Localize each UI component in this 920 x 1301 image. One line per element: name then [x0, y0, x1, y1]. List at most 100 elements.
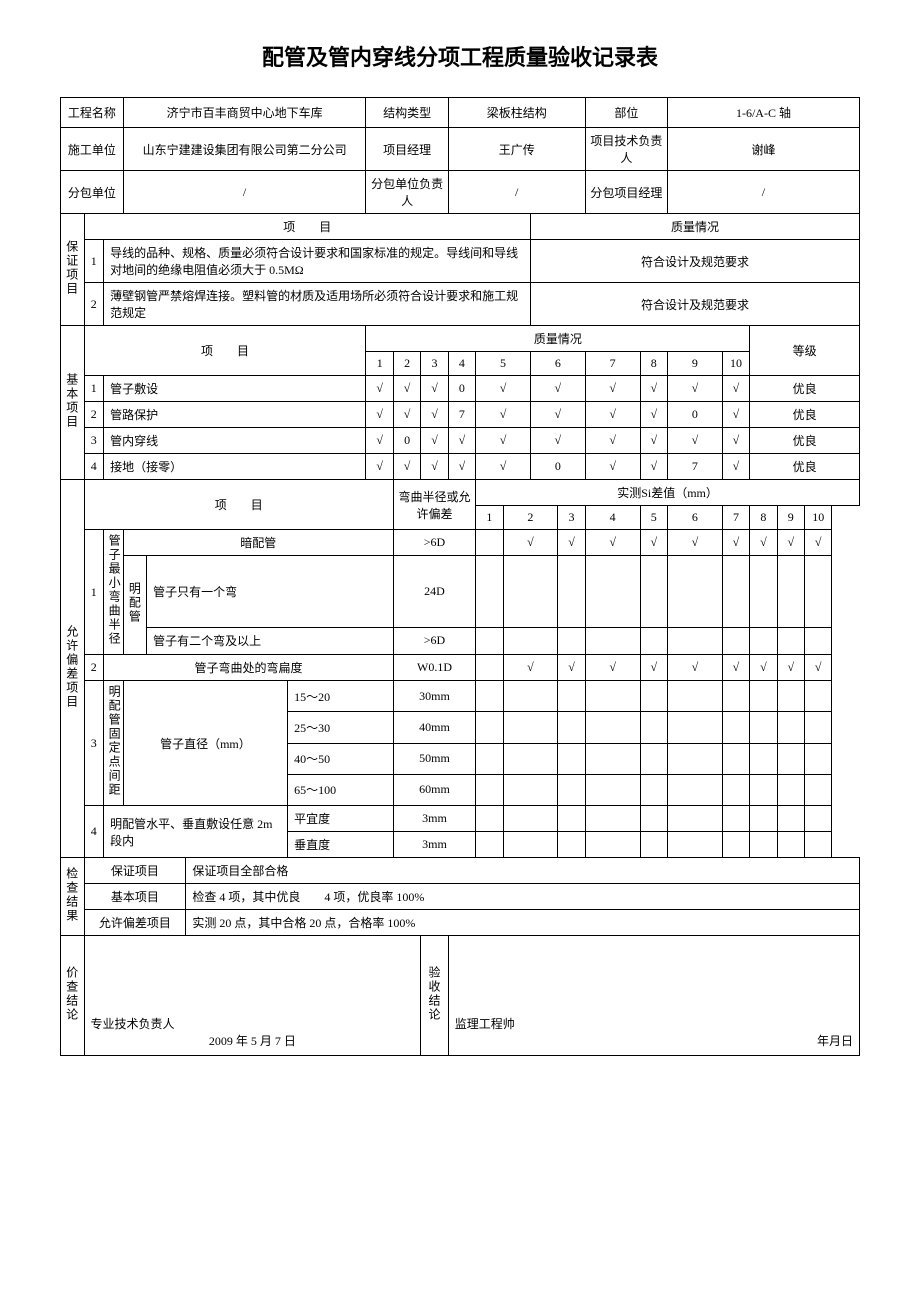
conclusion-tech-lead: 专业技术负责人: [91, 1015, 415, 1032]
b-row-n: 4: [84, 454, 104, 480]
conclusion-left-label: 价查结论: [61, 936, 85, 1056]
b-cell: √: [366, 376, 393, 402]
b-grade: 优良: [750, 428, 860, 454]
label-sub-lead: 分包单位负责人: [366, 171, 448, 214]
guarantee-col-quality: 质量情况: [530, 214, 859, 240]
basic-col-item: 项 目: [84, 326, 366, 376]
basic-num: 7: [585, 352, 640, 376]
tol-r1-radius-label: 管子最小弯曲半径: [104, 530, 124, 655]
tol-r3-rng: 65～100: [288, 774, 394, 805]
label-position: 部位: [585, 98, 667, 128]
tol-cell: √: [722, 530, 749, 556]
tol-r3-dev: 50mm: [393, 743, 475, 774]
b-cell: √: [640, 402, 667, 428]
tol-cell: √: [777, 530, 804, 556]
b-cell: √: [421, 402, 448, 428]
label-tech-lead: 项目技术负责人: [585, 128, 667, 171]
b-cell: √: [640, 428, 667, 454]
val-sub-unit: /: [123, 171, 366, 214]
b-cell: √: [722, 428, 749, 454]
tol-col-item: 项 目: [84, 480, 393, 530]
tol-r4-dev: 3mm: [393, 832, 475, 858]
label-sub-pm: 分包项目经理: [585, 171, 667, 214]
check-r2-text: 检查 4 项，其中优良 4 项，优良率 100%: [186, 884, 860, 910]
tol-num: 5: [640, 506, 667, 530]
tol-cell: √: [585, 655, 640, 681]
tol-r2-n: 2: [84, 655, 104, 681]
basic-num: 6: [530, 352, 585, 376]
b-cell: √: [476, 428, 531, 454]
b-row-n: 3: [84, 428, 104, 454]
b-cell: √: [393, 454, 420, 480]
b-cell: √: [476, 402, 531, 428]
tol-num: 9: [777, 506, 804, 530]
b-cell: 0: [667, 402, 722, 428]
check-r1-label: 保证项目: [84, 858, 186, 884]
basic-num: 2: [393, 352, 420, 376]
basic-num: 4: [448, 352, 475, 376]
tol-num: 1: [476, 506, 503, 530]
g-row-result: 符合设计及规范要求: [530, 240, 859, 283]
b-row-n: 2: [84, 402, 104, 428]
tol-r4-k: 垂直度: [288, 832, 394, 858]
g-row-n: 1: [84, 240, 104, 283]
tol-r3-rng: 25～30: [288, 712, 394, 743]
tol-cell: √: [558, 530, 585, 556]
b-cell: √: [585, 454, 640, 480]
b-row-name: 管路保护: [104, 402, 366, 428]
tol-num: 3: [558, 506, 585, 530]
tol-cell: √: [585, 530, 640, 556]
tol-cell: √: [503, 530, 558, 556]
b-cell: √: [448, 454, 475, 480]
tol-r4-k: 平宜度: [288, 806, 394, 832]
tol-r1-l2-dev: >6D: [393, 627, 475, 655]
conclusion-date-right: 年月日: [455, 1032, 853, 1049]
check-r3-label: 允许偏差项目: [84, 910, 186, 936]
tol-r1-l1-dev: 24D: [393, 556, 475, 628]
b-grade: 优良: [750, 454, 860, 480]
conclusion-left-box: 专业技术负责人 2009 年 5 月 7 日: [84, 936, 421, 1056]
tol-r1-l2-name: 管子有二个弯及以上: [147, 627, 394, 655]
tol-col-measured: 实测Si差值（mm）: [476, 480, 860, 506]
b-cell: √: [421, 376, 448, 402]
main-table: 工程名称 济宁市百丰商贸中心地下车库 结构类型 梁板柱结构 部位 1-6/A-C…: [60, 97, 860, 1056]
label-construct-unit: 施工单位: [61, 128, 124, 171]
b-cell: √: [393, 376, 420, 402]
val-sub-lead: /: [448, 171, 585, 214]
b-cell: √: [585, 376, 640, 402]
tol-r1-l1-name: 管子只有一个弯: [147, 556, 394, 628]
b-cell: √: [667, 428, 722, 454]
b-row-name: 管内穿线: [104, 428, 366, 454]
basic-num: 10: [722, 352, 749, 376]
tol-num: 4: [585, 506, 640, 530]
b-cell: √: [366, 402, 393, 428]
b-cell: √: [448, 428, 475, 454]
tol-cell: √: [777, 655, 804, 681]
b-row-name: 管子敷设: [104, 376, 366, 402]
b-cell: √: [530, 376, 585, 402]
tol-r4-name: 明配管水平、垂直敷设任意 2m 段内: [104, 806, 288, 858]
conclusion-right-box: 监理工程帅 年月日: [448, 936, 859, 1056]
tol-cell: √: [667, 530, 722, 556]
guarantee-section-label: 保证项目: [61, 214, 85, 326]
b-cell: √: [722, 402, 749, 428]
check-r3-text: 实测 20 点，其中合格 20 点，合格率 100%: [186, 910, 860, 936]
tol-cell: √: [558, 655, 585, 681]
b-row-n: 1: [84, 376, 104, 402]
label-pm: 项目经理: [366, 128, 448, 171]
tol-cell: √: [750, 530, 777, 556]
b-cell: √: [476, 376, 531, 402]
conclusion-supervisor: 监理工程帅: [455, 1015, 853, 1032]
tol-cell: √: [804, 530, 831, 556]
label-struct-type: 结构类型: [366, 98, 448, 128]
val-construct-unit: 山东宁建建设集团有限公司第二分公司: [123, 128, 366, 171]
page-title: 配管及管内穿线分项工程质量验收记录表: [60, 40, 860, 72]
tol-num: 7: [722, 506, 749, 530]
basic-num: 9: [667, 352, 722, 376]
b-cell: √: [722, 376, 749, 402]
tol-cell: [476, 530, 503, 556]
tol-r1-light: 明配管: [123, 556, 147, 655]
b-cell: √: [640, 454, 667, 480]
b-cell: √: [393, 402, 420, 428]
tol-cell: √: [640, 530, 667, 556]
